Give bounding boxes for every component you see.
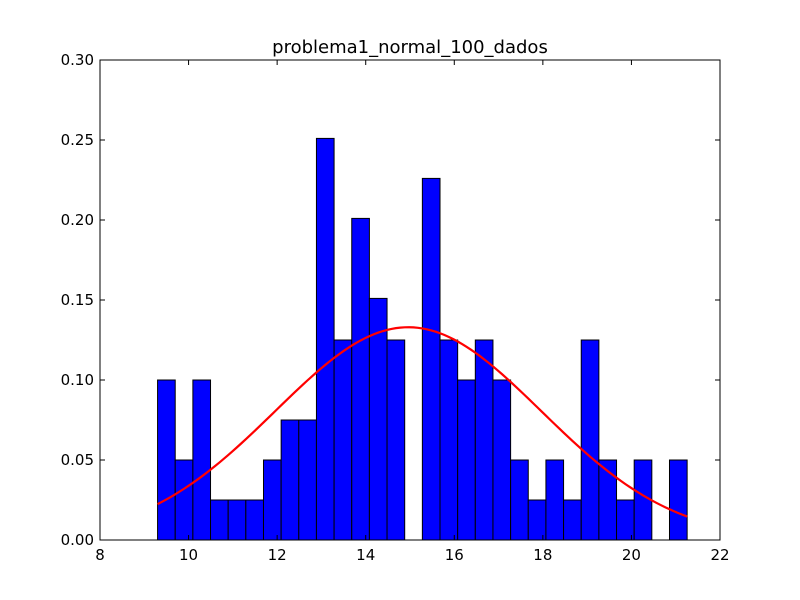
histogram-bar [262,459,282,541]
x-tick-label: 14 [356,546,375,564]
x-tick-label: 18 [533,546,552,564]
histogram-bar [386,339,406,541]
x-tick-label: 20 [622,546,641,564]
y-tick-label: 0.05 [61,451,94,469]
histogram-bar [210,499,229,541]
x-tick-label: 8 [95,546,105,564]
y-tick-label: 0.10 [61,371,94,389]
histogram-bar [510,459,529,541]
histogram-bar [192,379,212,541]
histogram-bar [333,339,353,541]
histogram-bar [315,137,335,541]
y-axis: 0.00 0.05 0.10 0.15 0.20 0.25 0.30 [61,51,720,549]
y-tick-label: 0.20 [61,211,94,229]
histogram-bar [474,339,494,541]
histogram-bar [157,379,176,541]
y-tick-label: 0.30 [61,51,94,69]
x-tick-label: 22 [710,546,729,564]
histogram-bar [563,499,582,541]
x-tick-label: 16 [445,546,464,564]
normal-curve [157,326,688,518]
x-axis: 8 10 12 14 16 18 20 22 [95,60,730,564]
histogram-bar [545,459,565,541]
histogram-bar [227,499,247,541]
x-tick-label: 12 [268,546,287,564]
chart-title: problema1_normal_100_dados [272,37,548,58]
histogram-bar [174,459,194,541]
histogram-bar [245,499,264,541]
histogram-bar [298,419,317,541]
y-tick-label: 0.25 [61,131,94,149]
histogram-bar [280,419,300,541]
histogram-bar [439,339,459,541]
histogram-bar [580,339,600,541]
histogram-bar [668,459,688,541]
histogram-bar [616,499,635,541]
x-tick-label: 10 [179,546,198,564]
histogram-bar [492,379,512,541]
histogram-bar [351,217,370,541]
histogram-bar [457,379,476,541]
histogram-bar [421,177,441,541]
y-tick-label: 0.15 [61,291,94,309]
histogram-bar [527,499,547,541]
y-tick-label: 0.00 [61,531,94,549]
